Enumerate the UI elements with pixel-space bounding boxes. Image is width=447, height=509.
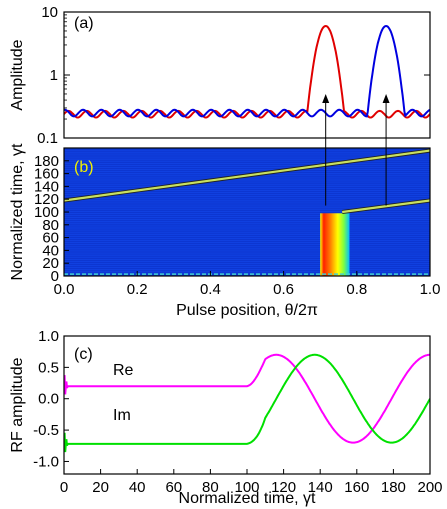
transition-arrows	[322, 93, 390, 206]
series-im-label: Im	[113, 407, 131, 424]
panel-c-y-axis-label: RF amplitude	[9, 357, 26, 452]
panel-b-y-tick-label: 20	[42, 255, 59, 272]
panel-b-y-tick-label: 120	[34, 191, 59, 208]
panel-b-y-tick-label: 100	[34, 204, 59, 221]
panel-a-plot-area	[64, 24, 430, 119]
panel-c-y-ticks: 1.0 0.5 0.0 -0.5 -1.0	[33, 328, 69, 470]
panel-b-y-tick-label: 0	[51, 268, 59, 285]
panel-c-x-axis-label: Normalized time, γt	[179, 490, 316, 507]
panel-b-x-tick-label: 0.8	[346, 281, 367, 298]
pulse-block	[320, 213, 350, 276]
diagonal-trace	[342, 199, 430, 214]
panel-c-y-tick-label: 0.0	[38, 391, 59, 408]
panel-b-y-tick-label: 60	[42, 230, 59, 247]
panel-b-x-tick-label: 0.2	[127, 281, 148, 298]
panel-c-x-tick-label: 40	[129, 479, 146, 496]
panel-c-x-tick-label: 80	[202, 479, 219, 496]
panel-b-x-ticks: 0.0 0.2 0.4 0.6 0.8 1.0	[54, 271, 441, 298]
panel-b-x-axis-label: Pulse position, θ/2π	[176, 302, 318, 319]
panel-b-x-tick-label: 0.6	[273, 281, 294, 298]
panel-b-heatmap	[64, 148, 430, 276]
panel-a-series-0	[64, 24, 430, 119]
panel-a: 0.1 1 10 (a) Amplitude	[9, 4, 431, 147]
panel-c-plot-area	[64, 353, 430, 453]
panel-a-y-tick-label: 10	[41, 4, 58, 21]
panel-c-frame	[63, 335, 431, 475]
arrow-head	[322, 93, 330, 103]
panel-c-x-tick-label: 160	[344, 479, 369, 496]
panel-c-x-tick-label: 180	[381, 479, 406, 496]
panel-c-label: (c)	[74, 346, 93, 363]
panel-c: 1.0 0.5 0.0 -0.5 -1.0 0 20 40 60 80 100 120 140 160 1…	[9, 328, 443, 507]
panel-a-frame	[63, 11, 431, 139]
panel-c-x-tick-label: 140	[308, 479, 333, 496]
panel-c-y-tick-label: -0.5	[33, 422, 59, 439]
series-re-line	[64, 353, 430, 444]
panel-b-x-tick-label: 0.0	[54, 281, 75, 298]
panel-c-y-tick-label: 1.0	[38, 328, 59, 345]
diagonal-trace	[64, 149, 430, 202]
panel-b-y-tick-label: 80	[42, 217, 59, 234]
panel-c-x-tick-label: 20	[92, 479, 109, 496]
panel-c-x-tick-label: 200	[417, 479, 442, 496]
panel-a-y-axis-label: Amplitude	[9, 39, 26, 110]
series-re-label: Re	[113, 362, 134, 379]
arrow-head	[382, 93, 390, 103]
panel-b-x-tick-label: 1.0	[420, 281, 441, 298]
panel-b-y-tick-label: 180	[34, 153, 59, 170]
panel-a-y-ticks: 0.1 1 10	[37, 4, 430, 147]
panel-b-y-axis-label: Normalized time, γt	[9, 143, 26, 280]
panel-c-x-tick-label: 100	[234, 479, 259, 496]
panel-a-y-tick-label: 0.1	[37, 130, 58, 147]
panel-b-y-tick-label: 140	[34, 178, 59, 195]
panel-c-x-tick-label: 60	[165, 479, 182, 496]
panel-b-y-tick-label: 160	[34, 166, 59, 183]
panel-a-series-1	[64, 24, 430, 118]
panel-c-y-tick-label: 0.5	[38, 359, 59, 376]
panel-c-x-tick-label: 120	[271, 479, 296, 496]
panel-b-label: (b)	[74, 159, 94, 176]
series-im-line	[64, 353, 430, 453]
panel-a-y-tick-label: 1	[50, 67, 58, 84]
panel-c-y-tick-label: -1.0	[33, 453, 59, 470]
panel-c-x-ticks: 0 20 40 60 80 100 120 140 160 180 200	[60, 469, 443, 496]
panel-b-x-tick-label: 0.4	[200, 281, 221, 298]
panel-c-x-tick-label: 0	[60, 479, 68, 496]
panel-a-label: (a)	[74, 15, 94, 32]
panel-b-y-tick-label: 40	[42, 242, 59, 259]
